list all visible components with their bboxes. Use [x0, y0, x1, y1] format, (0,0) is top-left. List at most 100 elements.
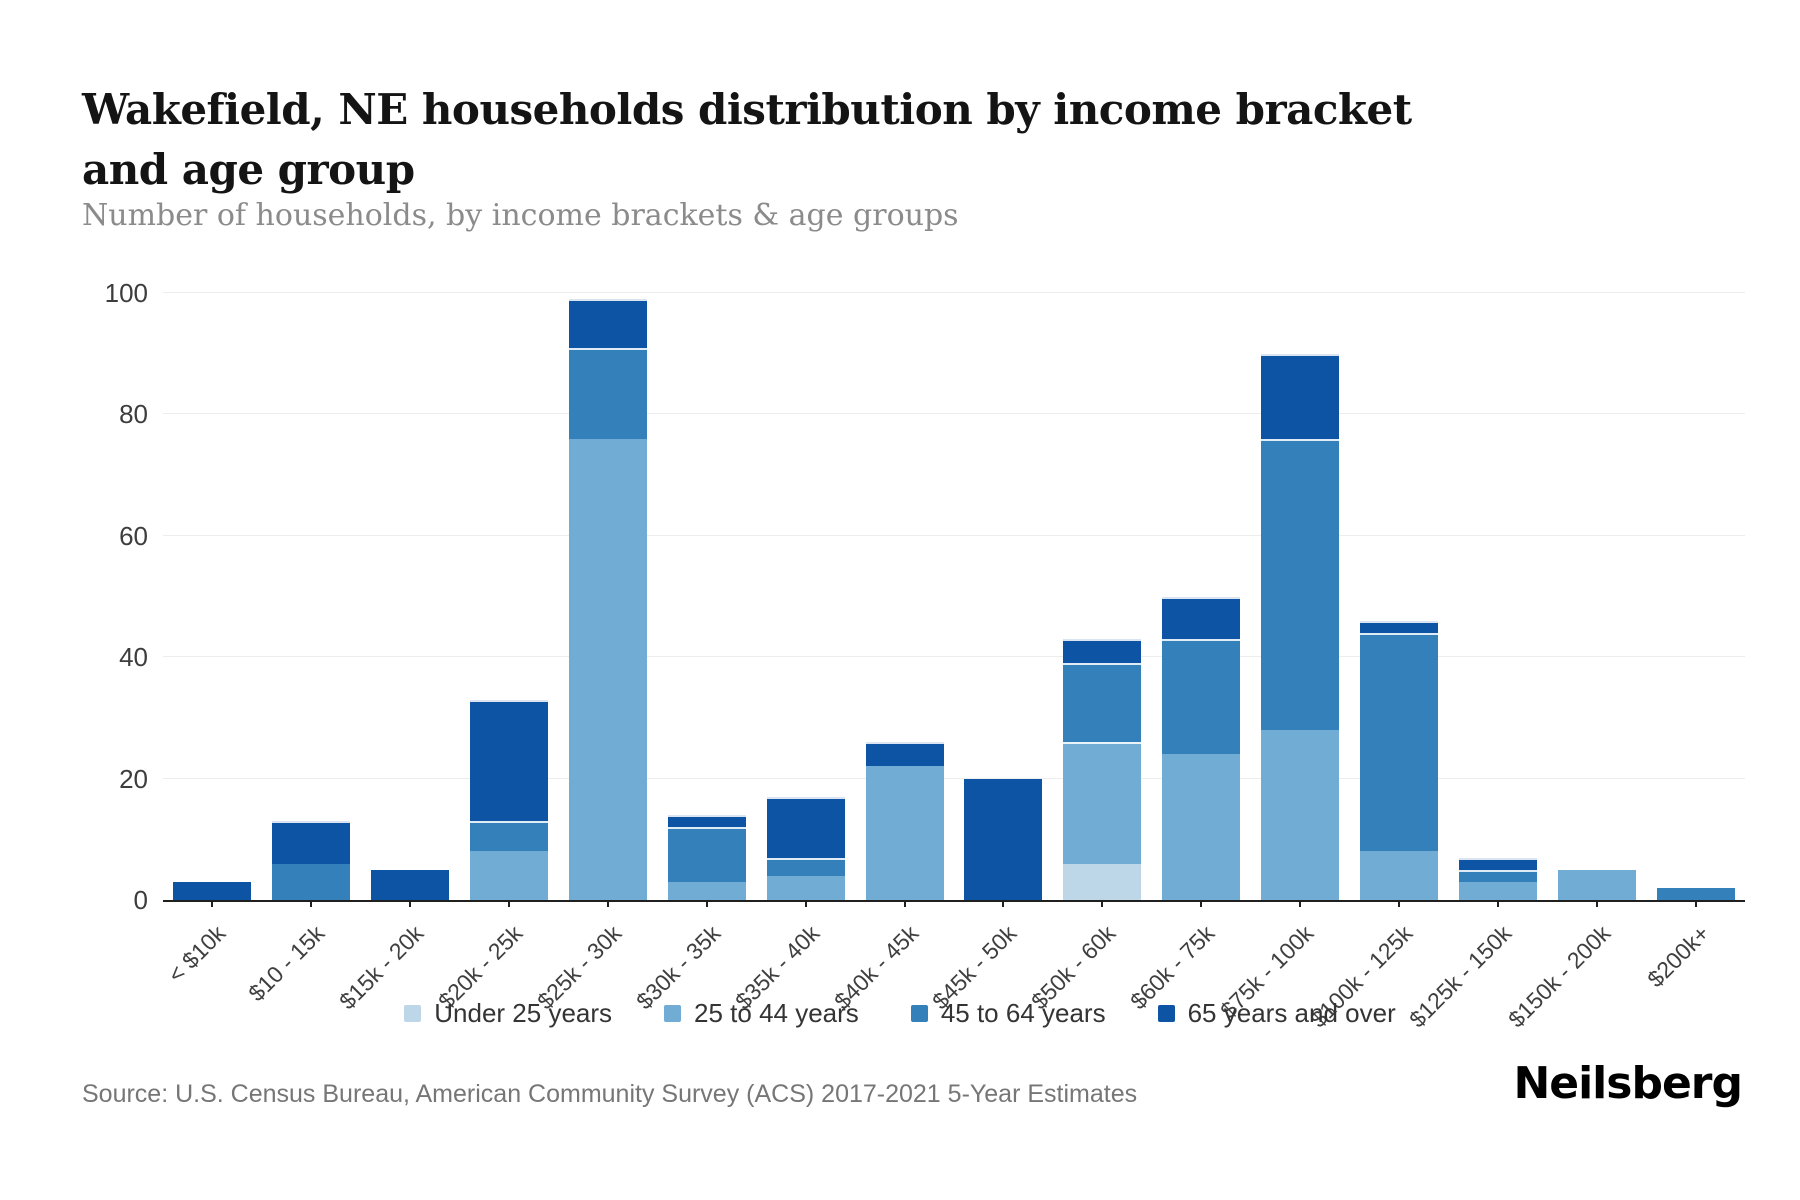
legend: Under 25 years 25 to 44 years 45 to 64 yea… [0, 998, 1800, 1029]
bar [371, 869, 450, 900]
bar [1359, 620, 1438, 900]
bar-segment [1458, 869, 1537, 882]
bar-segment [1656, 887, 1735, 900]
x-axis-tick [508, 900, 511, 907]
bar-segment [470, 851, 549, 900]
x-axis-tick [1397, 900, 1400, 907]
x-axis-tick [1200, 900, 1203, 907]
bar-segment [1162, 596, 1241, 639]
bar-segment [667, 881, 746, 900]
bar [1656, 887, 1735, 900]
bar-segment [1063, 863, 1142, 900]
x-axis-tick [1694, 900, 1697, 907]
bar-segment [865, 766, 944, 900]
x-axis-tick [1595, 900, 1598, 907]
x-axis-tick [606, 900, 609, 907]
y-tick-label: 60 [119, 520, 148, 551]
gridline [163, 413, 1745, 415]
x-axis-tick [705, 900, 708, 907]
bar-segment [865, 742, 944, 767]
bar-segment [568, 438, 647, 900]
x-axis-tick [310, 900, 313, 907]
brand-logo: Neilsberg [1513, 1058, 1743, 1109]
bar-segment [964, 778, 1043, 900]
bar-segment [173, 881, 252, 900]
legend-swatch [1157, 1005, 1175, 1022]
y-tick-label: 0 [133, 885, 148, 915]
bar [964, 778, 1043, 900]
bar [173, 881, 252, 900]
gridline [163, 777, 1745, 779]
bar-segment [1359, 851, 1438, 900]
bar-segment [1458, 857, 1537, 870]
legend-label: Under 25 years [434, 998, 613, 1028]
bar-segment [568, 299, 647, 348]
legend-item: 25 to 44 years [664, 998, 859, 1029]
legend-swatch [664, 1005, 682, 1022]
bar [865, 742, 944, 900]
y-tick-label: 40 [119, 642, 148, 673]
bar [470, 699, 549, 900]
bar-segment [1063, 742, 1142, 864]
source-note: Source: U.S. Census Bureau, American Com… [82, 1080, 1138, 1108]
y-tick-label: 100 [104, 278, 148, 308]
legend-label: 45 to 64 years [940, 998, 1106, 1028]
legend-label: 65 years and over [1187, 998, 1396, 1028]
bar-segment [470, 821, 549, 852]
legend-swatch [910, 1005, 928, 1022]
bar-segment [1261, 353, 1340, 439]
gridline [163, 656, 1745, 658]
bar-segment [667, 827, 746, 882]
bar-segment [766, 796, 845, 858]
legend-item: 45 to 64 years [910, 998, 1106, 1029]
x-axis-tick [409, 900, 412, 907]
legend-swatch [404, 1005, 422, 1022]
bar-segment [1261, 730, 1340, 900]
bar-segment [1359, 632, 1438, 852]
bar [1063, 639, 1142, 900]
bar [1458, 857, 1537, 900]
bar [568, 299, 647, 900]
bar-segment [272, 821, 351, 864]
x-axis-tick [211, 900, 214, 907]
bar-segment [1162, 754, 1241, 900]
bar [766, 796, 845, 900]
plot-area: < $10k $10 - 15k $15k - 20k $20k - 25k $25k … [163, 292, 1745, 1032]
x-axis-tick [1496, 900, 1499, 907]
y-tick-label: 80 [119, 399, 148, 430]
bar-segment [1557, 869, 1636, 900]
x-axis-tick [903, 900, 906, 907]
y-axis: 0 20 40 60 80 100 [82, 278, 148, 915]
x-axis-tick [804, 900, 807, 907]
bar-segment [667, 815, 746, 828]
bar-segment [568, 347, 647, 439]
bar-segment [470, 699, 549, 822]
bar-segment [1261, 438, 1340, 731]
bar [1557, 869, 1636, 900]
bar-segment [1063, 639, 1142, 664]
bar-segment [766, 857, 845, 876]
legend-item: Under 25 years [404, 998, 612, 1029]
x-axis-tick [1002, 900, 1005, 907]
chart-title: Wakefield, NE households distribution by… [82, 85, 1412, 194]
gridline [163, 292, 1745, 293]
bar-segment [766, 875, 845, 900]
bar-segment [1162, 639, 1241, 755]
x-axis-tick [1299, 900, 1302, 907]
bar [272, 821, 351, 900]
gridline [163, 534, 1745, 536]
legend-item: 65 years and over [1157, 998, 1396, 1029]
bar-segment [272, 863, 351, 900]
legend-label: 25 to 44 years [694, 998, 859, 1028]
bar-segment [1063, 663, 1142, 743]
bar-segment [371, 869, 450, 900]
bar [1261, 353, 1340, 900]
bar-segment [1458, 881, 1537, 900]
x-axis-tick [1101, 900, 1104, 907]
bar [1162, 596, 1241, 900]
bar-segment [1359, 620, 1438, 633]
chart-subtitle: Number of households, by income brackets… [82, 198, 959, 233]
bar [667, 815, 746, 900]
y-tick-label: 20 [119, 763, 148, 794]
